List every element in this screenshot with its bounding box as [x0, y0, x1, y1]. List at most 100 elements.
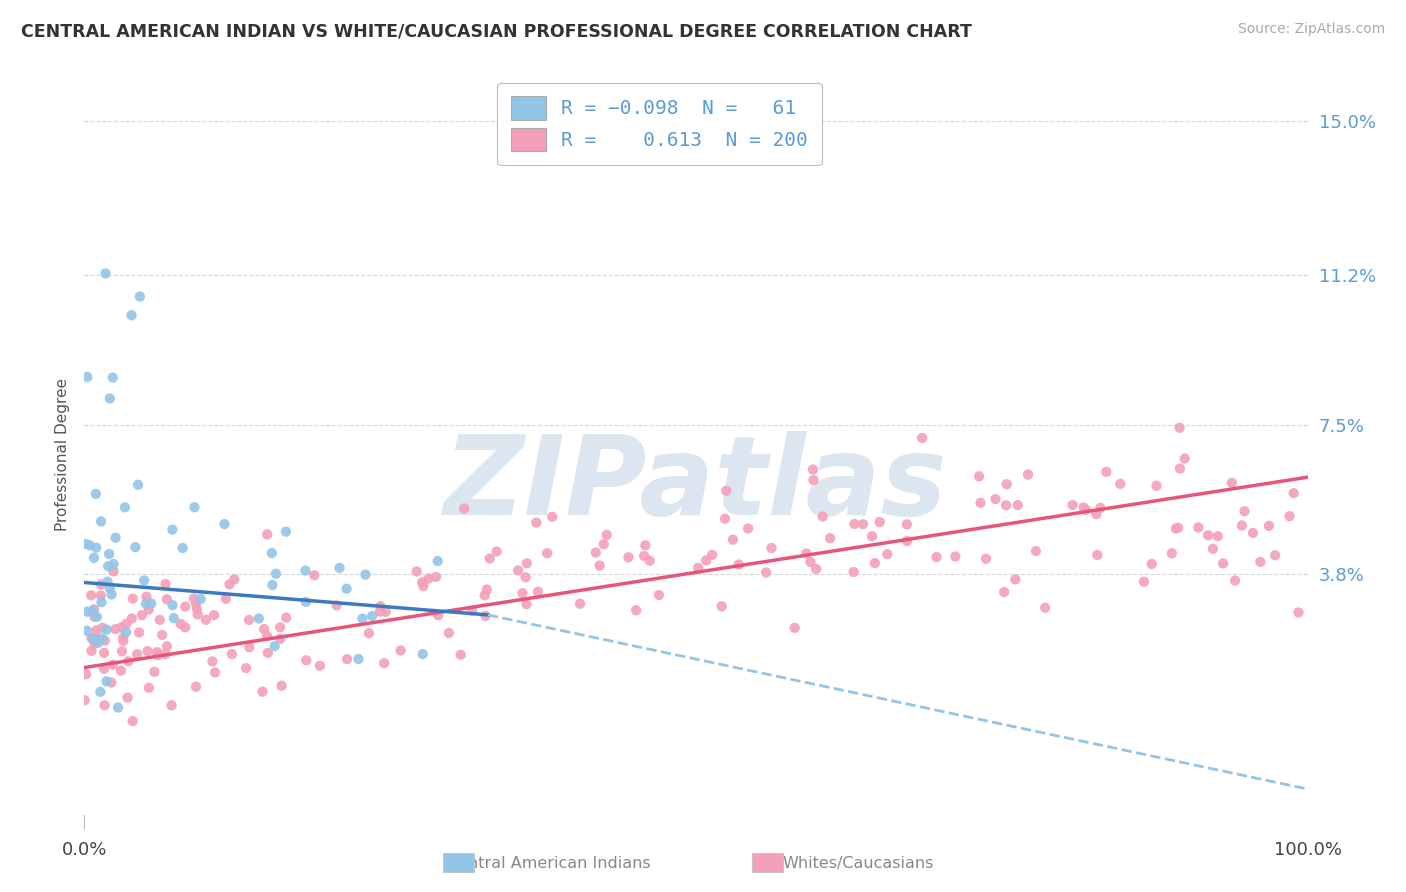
Point [592, 537, 614, 551]
Point [1007, 498, 1029, 512]
Point [1085, 548, 1108, 562]
Point [588, 558, 610, 573]
Point [121, 611, 143, 625]
Point [112, 633, 135, 648]
Point [695, 553, 717, 567]
Point [512, 586, 534, 600]
Point [156, 592, 179, 607]
Point [184, 680, 207, 694]
Point [155, 647, 177, 661]
Point [221, 647, 243, 661]
Point [256, 527, 278, 541]
Point [139, 597, 162, 611]
Point [911, 431, 934, 445]
Point [1264, 548, 1286, 562]
Point [328, 561, 350, 575]
Text: Source: ZipAtlas.com: Source: ZipAtlas.com [1237, 22, 1385, 37]
Point [995, 499, 1018, 513]
Point [761, 541, 783, 555]
Point [475, 582, 498, 597]
Point [238, 613, 260, 627]
Point [347, 652, 370, 666]
Point [995, 477, 1018, 491]
Point [136, 644, 159, 658]
Point [943, 549, 966, 564]
Point [967, 469, 990, 483]
Point [76, 605, 98, 619]
Point [90, 595, 112, 609]
Point [98, 547, 121, 561]
Point [135, 597, 157, 611]
Point [156, 639, 179, 653]
Text: ZIPatlas: ZIPatlas [444, 432, 948, 539]
Point [1249, 555, 1271, 569]
Point [87, 636, 110, 650]
Point [238, 640, 260, 655]
Point [373, 656, 395, 670]
Point [799, 555, 821, 569]
Point [104, 622, 127, 636]
Point [755, 566, 778, 580]
Point [257, 646, 280, 660]
Point [984, 492, 1007, 507]
Point [132, 574, 155, 588]
Point [127, 477, 149, 491]
Point [727, 558, 749, 572]
Point [263, 639, 285, 653]
Point [104, 531, 127, 545]
Point [896, 534, 918, 549]
Point [527, 584, 550, 599]
Point [818, 531, 841, 545]
Point [1090, 500, 1112, 515]
Point [295, 653, 318, 667]
Point [1174, 451, 1197, 466]
Point [801, 462, 824, 476]
Point [1288, 606, 1310, 620]
Point [308, 658, 330, 673]
Point [478, 551, 501, 566]
Point [117, 654, 139, 668]
Point [1146, 479, 1168, 493]
Point [107, 700, 129, 714]
Point [294, 564, 316, 578]
Point [160, 698, 183, 713]
Point [617, 550, 640, 565]
Point [143, 665, 166, 679]
Point [426, 554, 449, 568]
Point [721, 533, 744, 547]
Point [110, 620, 132, 634]
Point [218, 577, 240, 591]
Point [844, 516, 866, 531]
Point [515, 570, 537, 584]
Point [155, 577, 177, 591]
Point [1140, 557, 1163, 571]
Point [215, 591, 238, 606]
Point [796, 546, 818, 560]
Point [214, 517, 236, 532]
Point [869, 515, 891, 529]
Y-axis label: Professional Degree: Professional Degree [55, 378, 70, 532]
Point [596, 528, 619, 542]
Point [84, 631, 107, 645]
Point [1220, 475, 1243, 490]
Point [876, 547, 898, 561]
Point [83, 550, 105, 565]
Point [202, 608, 225, 623]
Point [1033, 600, 1056, 615]
Point [515, 597, 537, 611]
Point [1233, 504, 1256, 518]
Point [1278, 509, 1301, 524]
Point [83, 637, 105, 651]
Point [336, 652, 359, 666]
Point [97, 559, 120, 574]
Point [370, 599, 392, 614]
Point [190, 592, 212, 607]
Point [783, 621, 806, 635]
Point [474, 588, 496, 602]
Text: Whites/Caucasians: Whites/Caucasians [782, 856, 934, 871]
Point [172, 541, 194, 555]
Point [121, 308, 143, 322]
Point [536, 546, 558, 560]
Point [1109, 476, 1132, 491]
Point [269, 620, 291, 634]
